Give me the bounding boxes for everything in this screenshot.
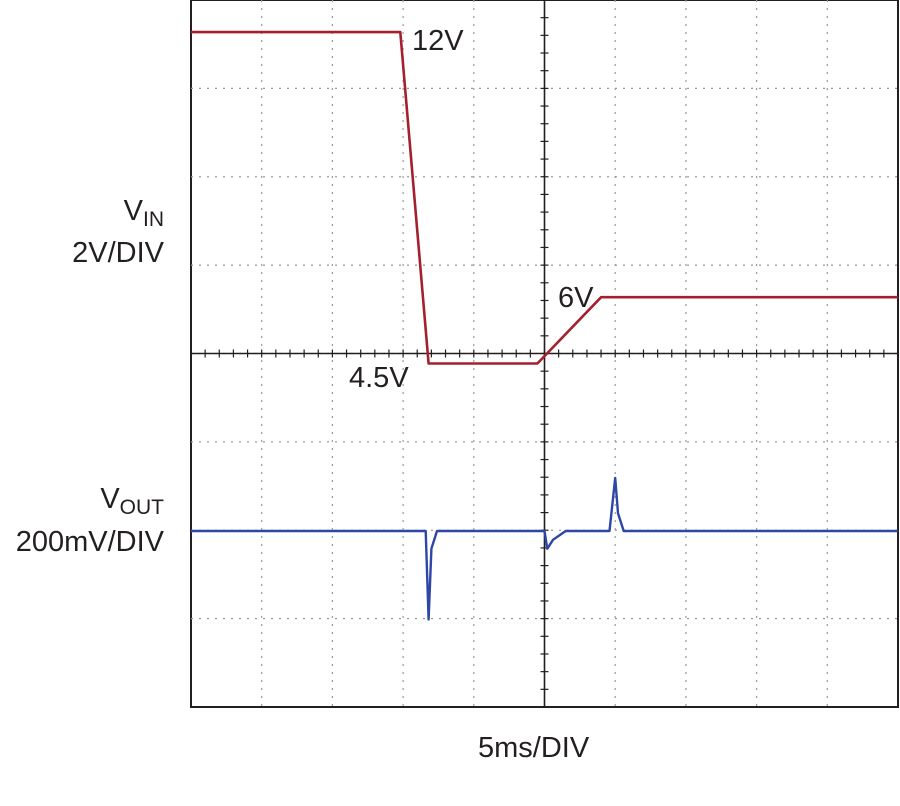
vout-scale-label: 200mV/DIV [15, 526, 164, 558]
vin-channel-label: VIN [123, 195, 164, 231]
center-axes [190, 0, 899, 708]
traces [191, 30, 898, 621]
annotation-6v: 6V [558, 282, 594, 314]
vin-trace [191, 30, 898, 365]
vout-label-sub: OUT [119, 496, 164, 519]
vout-channel-label: VOUT [100, 483, 164, 519]
vout-trace [191, 476, 898, 621]
vin-scale-label: 2V/DIV [72, 237, 164, 269]
vout-label-main: V [100, 483, 120, 515]
vin-label-main: V [123, 195, 143, 227]
annotation-4-5v: 4.5V [349, 362, 409, 394]
annotation-12v: 12V [412, 25, 464, 57]
vin-label-sub: IN [143, 208, 164, 231]
x-axis-label: 5ms/DIV [478, 732, 590, 764]
